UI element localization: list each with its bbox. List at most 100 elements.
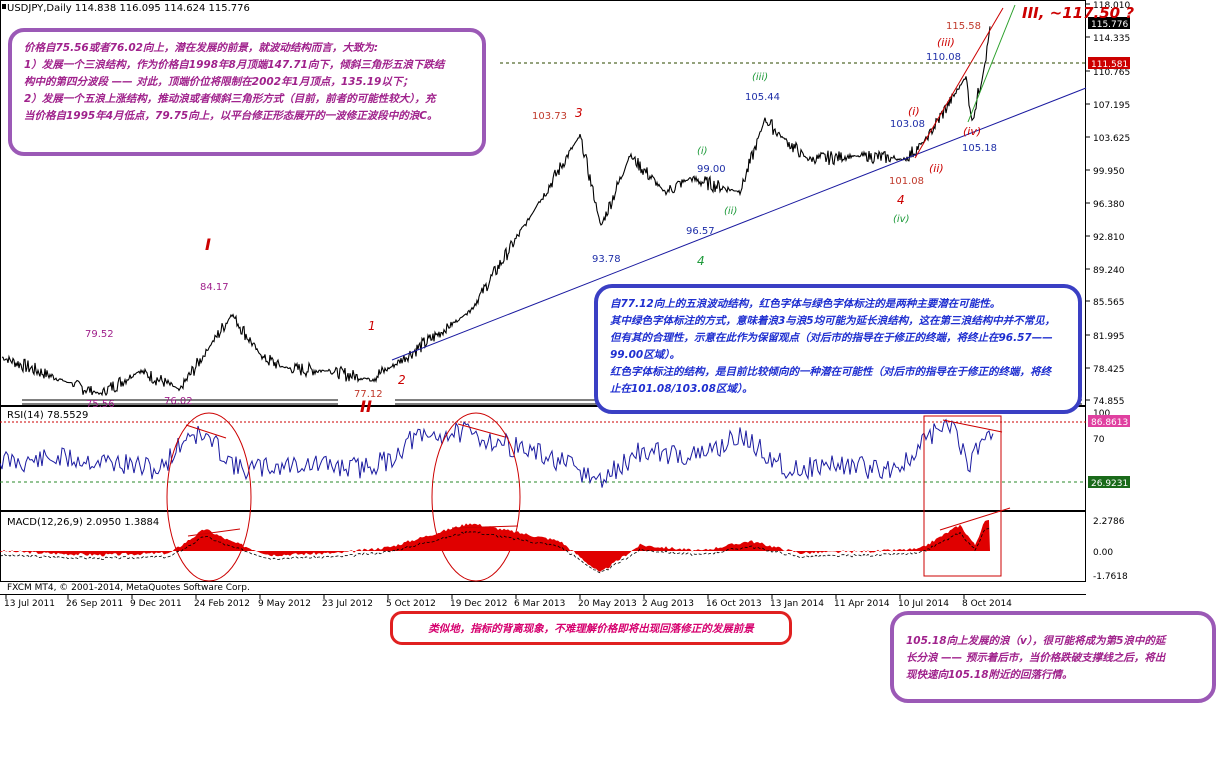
price-annotation: 103.73 xyxy=(532,111,567,122)
wave-label: (ii) xyxy=(724,206,737,217)
price-tick-label: 92.810 xyxy=(1093,233,1125,243)
price-annotation: 79.52 xyxy=(85,329,114,340)
symbol-marker-icon xyxy=(2,4,6,9)
time-label: 24 Feb 2012 xyxy=(194,599,250,609)
ref-price-tag xyxy=(1088,57,1130,69)
price-tick-label: 114.335 xyxy=(1093,34,1130,44)
wave-label: I xyxy=(205,235,211,254)
wave-label: II xyxy=(360,397,372,416)
note-line: 99.00区域）。 xyxy=(610,349,680,361)
ref-price-text: 111.581 xyxy=(1091,60,1128,70)
time-label: 26 Sep 2011 xyxy=(66,599,123,609)
note-line: 1）发展一个三浪结构，作为价格自1998年8月顶端147.71向下，倾斜三角形五… xyxy=(24,59,445,71)
price-annotation: 115.58 xyxy=(946,21,981,32)
rsi-low-tag xyxy=(1088,476,1130,488)
wave-label: 4 xyxy=(897,193,905,207)
price-annotation: 99.00 xyxy=(697,164,726,175)
price-annotation: 105.44 xyxy=(745,92,780,103)
note-bottom: 类似地，指标的背离现象，不难理解价格即将出现回落修正的发展前景 xyxy=(390,611,792,645)
note-top-left: 价格自75.56或者76.02向上，潜在发展的前景，就波动结构而言，大致为: 1… xyxy=(8,28,486,156)
price-tick-label: 85.565 xyxy=(1093,298,1125,308)
wave-label: III, ~117.50 ? xyxy=(1022,4,1134,22)
copyright-text: FXCM MT4, © 2001-2014, MetaQuotes Softwa… xyxy=(7,583,250,593)
macd-histogram xyxy=(0,520,990,572)
note-line: 自77.12向上的五浪波动结构，红色字体与绿色字体标注的是两种主要潜在可能性。 xyxy=(610,298,1001,310)
rsi-value-tag xyxy=(1088,415,1130,427)
time-label: 2 Aug 2013 xyxy=(642,599,694,609)
divergence-ellipse-2 xyxy=(431,412,521,582)
price-tick-label: 96.380 xyxy=(1093,200,1125,210)
support-trendline xyxy=(391,87,1087,361)
price-annotation: 101.08 xyxy=(889,176,924,187)
wave-label: (ii) xyxy=(929,162,944,175)
time-label: 9 Dec 2011 xyxy=(130,599,182,609)
macd-divergence-line-3 xyxy=(939,507,1011,531)
price-annotation: 103.08 xyxy=(890,119,925,130)
time-label: 20 May 2013 xyxy=(578,599,637,609)
rsi-label: RSI(14) 78.5529 xyxy=(7,410,88,421)
wave-label: (i) xyxy=(908,105,920,118)
symbol-label: USDJPY,Daily 114.838 116.095 114.624 115… xyxy=(7,3,250,14)
time-label: 16 Oct 2013 xyxy=(706,599,762,609)
price-tick-label: 118.010 xyxy=(1093,1,1130,11)
note-line: 构中的第四分波段 —— 对此，顶端价位将限制在2002年1月顶点，135.19以… xyxy=(24,76,413,88)
price-series-line xyxy=(1,26,991,397)
price-annotation: 76.02 xyxy=(164,396,193,407)
time-label: 9 May 2012 xyxy=(258,599,311,609)
price-tick-label: 78.425 xyxy=(1093,365,1125,375)
note-line: 长分浪 —— 预示着后市，当价格跌破支撑线之后，将出 xyxy=(906,652,1166,664)
time-label: 10 Jul 2014 xyxy=(898,599,949,609)
note-line: 其中绿色字体标注的方式，意味着浪3与浪5均可能为延长浪结构，这在第三浪结构中并不… xyxy=(610,315,1056,327)
current-price-text: 115.776 xyxy=(1091,20,1128,30)
red-channel-line xyxy=(914,7,1004,159)
rsi-divergence-line-2 xyxy=(457,423,506,438)
note-bottom-right: 105.18向上发展的浪（v），很可能将成为第5浪中的延 长分浪 —— 预示着后… xyxy=(890,611,1216,703)
price-annotation: 96.57 xyxy=(686,226,715,237)
time-label: 6 Mar 2013 xyxy=(514,599,565,609)
price-tick-label: 107.195 xyxy=(1093,101,1130,111)
price-axis: 118.010 114.335 110.765 107.195 103.625 99.95… xyxy=(1086,1,1130,407)
time-label: 19 Dec 2012 xyxy=(450,599,508,609)
time-label: 13 Jul 2011 xyxy=(4,599,55,609)
price-tick-label: 74.855 xyxy=(1093,397,1125,407)
price-tick-label: 103.625 xyxy=(1093,134,1130,144)
current-price-tag xyxy=(1088,17,1130,29)
note-line: 价格自75.56或者76.02向上，潜在发展的前景，就波动结构而言，大致为: xyxy=(24,42,379,54)
wave-label: (iv) xyxy=(963,125,981,138)
note-middle: 自77.12向上的五浪波动结构，红色字体与绿色字体标注的是两种主要潜在可能性。 … xyxy=(594,284,1082,414)
macd-signal-line xyxy=(0,528,990,574)
wave-label: 4 xyxy=(697,254,705,268)
price-tick-label: 89.240 xyxy=(1093,266,1125,276)
rsi-series-line xyxy=(0,418,994,488)
rsi-divergence-line-1 xyxy=(185,424,227,439)
macd-axis: 2.2786 0.00 -1.7618 xyxy=(1093,517,1128,582)
wave-label: (iii) xyxy=(752,72,768,83)
time-label: 11 Apr 2014 xyxy=(834,599,890,609)
macd-label: MACD(12,26,9) 2.0950 1.3884 xyxy=(7,517,159,528)
note-line: 2）发展一个五浪上涨结构，推动浪或者倾斜三角形方式（目前，前者的可能性较大），充 xyxy=(24,93,436,105)
time-label: 23 Jul 2012 xyxy=(322,599,373,609)
note-line: 现快速向105.18附近的回落行情。 xyxy=(906,669,1073,681)
note-line: 当价格自1995年4月低点，79.75向上，以平台修正形态展开的一波修正波段中的… xyxy=(24,110,438,122)
note-line: 但有其的合理性，示意在此作为保留观点（对后市的指导在于修正的终端，将终止在96.… xyxy=(610,332,1053,344)
wave-label: (iv) xyxy=(893,214,910,225)
price-tick-label: 110.765 xyxy=(1093,68,1130,78)
rsi-low-text: 26.9231 xyxy=(1091,479,1128,489)
note-line: 止在101.08/103.08区域）。 xyxy=(610,383,753,395)
price-annotation: 105.18 xyxy=(962,143,997,154)
rsi-panel xyxy=(0,406,1086,511)
price-annotation: 77.12 xyxy=(354,389,383,400)
price-annotation: 93.78 xyxy=(592,254,621,265)
wave-annotations: 79.52 75.56 76.02 84.17 77.12 103.73 93.78 99.0… xyxy=(85,4,1134,416)
divergence-rect xyxy=(923,415,1002,577)
green-channel-line xyxy=(967,4,1016,123)
divergence-ellipse-1 xyxy=(166,412,252,582)
price-annotation: 110.08 xyxy=(926,52,961,63)
wave-label: 3 xyxy=(575,106,583,120)
price-tick-label: 81.995 xyxy=(1093,332,1125,342)
macd-divergence-line-2 xyxy=(451,525,519,529)
note-line: 红色字体标注的结构，是目前比较倾向的一种潜在可能性（对后市的指导在于修正的终端，… xyxy=(610,366,1051,378)
rsi-tick-label: 70 xyxy=(1093,435,1105,445)
wave-label: 2 xyxy=(398,373,406,387)
